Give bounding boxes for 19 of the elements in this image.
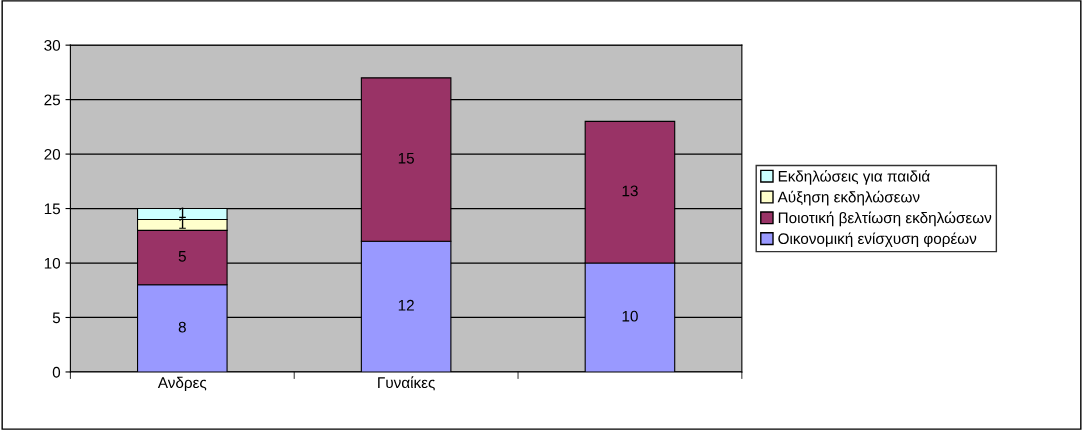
y-tick-label: 10 (44, 257, 61, 269)
data-label: 15 (398, 152, 414, 164)
y-tick-label: 0 (52, 366, 61, 378)
y-tick-label: 5 (52, 312, 61, 324)
y-tick-label: 20 (44, 148, 61, 160)
data-label: 13 (622, 185, 638, 197)
x-tick-label: Ανδρες (157, 376, 207, 392)
y-tick-label: 25 (44, 94, 61, 106)
y-tick-label: 30 (44, 40, 61, 51)
data-label: 12 (398, 299, 414, 311)
y-tick-label: 15 (44, 203, 61, 215)
legend-label: Αύξηση εκδηλώσεων (777, 190, 920, 206)
data-label: 10 (622, 310, 638, 322)
data-label: 8 (178, 321, 186, 333)
x-tick-label: Γυναίκες (378, 376, 435, 391)
legend-label: Εκδηλώσεις για παιδιά (778, 170, 930, 185)
data-label: 5 (178, 251, 186, 262)
legend-label: Οικονομική ενίσχυση φορέων (778, 232, 977, 248)
legend-label: Ποιοτική βελτίωση εκδηλώσεων (778, 211, 992, 227)
